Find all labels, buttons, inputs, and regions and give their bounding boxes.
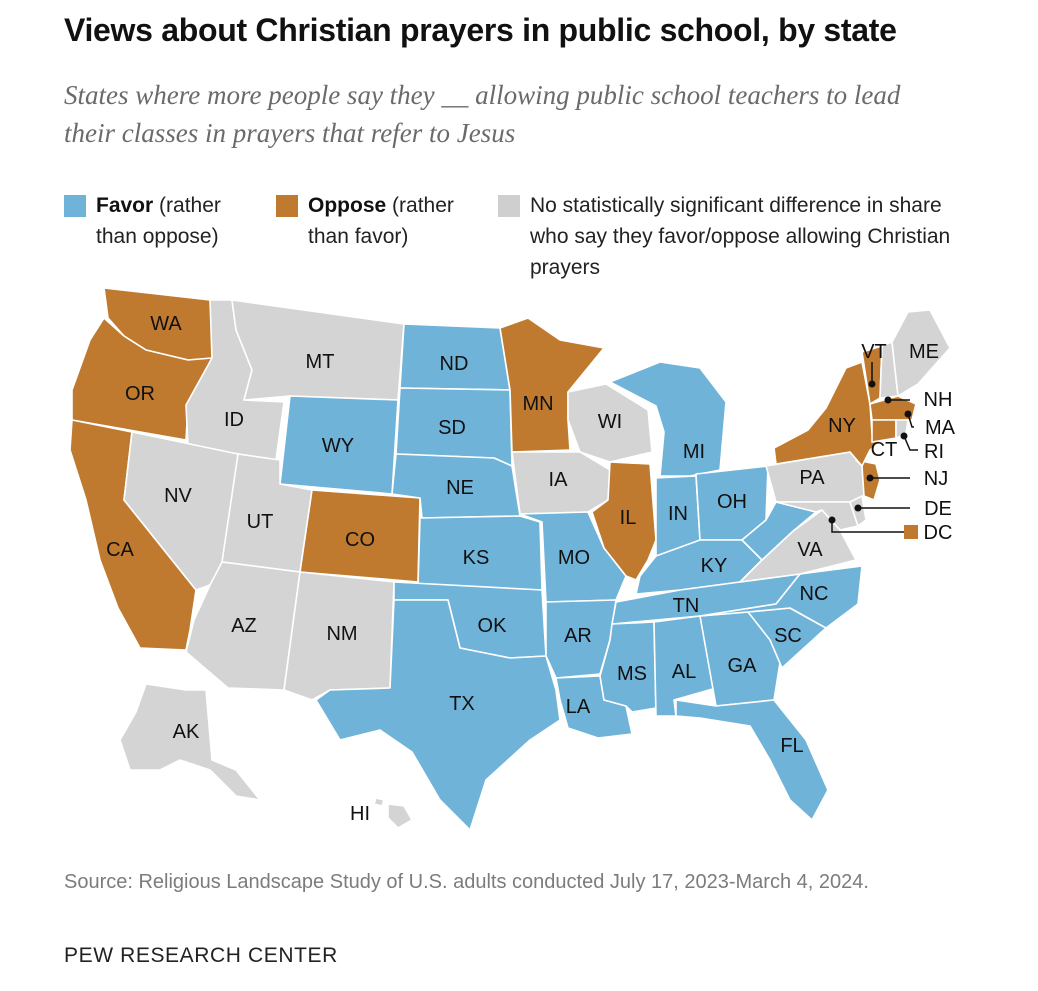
label-ME: ME bbox=[909, 341, 939, 363]
label-OH: OH bbox=[717, 491, 747, 513]
leader-dots bbox=[828, 380, 912, 524]
leader-dot-NH bbox=[884, 396, 892, 404]
state-KS[interactable] bbox=[417, 515, 543, 591]
label-OR: OR bbox=[125, 383, 155, 405]
leader-dot-DC bbox=[828, 516, 836, 524]
leader-lines bbox=[831, 362, 918, 533]
label-MI: MI bbox=[683, 441, 705, 463]
state-MT[interactable] bbox=[231, 299, 405, 401]
state-TX[interactable] bbox=[315, 599, 561, 831]
label-AL: AL bbox=[672, 661, 696, 683]
state-FL[interactable] bbox=[675, 699, 829, 821]
leader-dot-VT bbox=[868, 380, 876, 388]
legend-none-label: No statistically significant difference … bbox=[530, 194, 951, 279]
legend-swatch-favor bbox=[64, 195, 86, 217]
label-IN: IN bbox=[668, 503, 688, 525]
chart-title: Views about Christian prayers in public … bbox=[64, 12, 897, 48]
label-NJ: NJ bbox=[924, 468, 948, 490]
label-RI: RI bbox=[924, 441, 944, 463]
label-WY: WY bbox=[322, 435, 354, 457]
leader-dot-NJ bbox=[866, 474, 874, 482]
label-MT: MT bbox=[306, 351, 335, 373]
legend-favor-note: (rather than oppose) bbox=[96, 194, 221, 248]
label-VA: VA bbox=[797, 539, 823, 561]
state-NY[interactable] bbox=[773, 361, 881, 467]
state-WI[interactable] bbox=[567, 383, 653, 463]
chart-subtitle: States where more people say they __ all… bbox=[64, 80, 901, 148]
label-CT: CT bbox=[871, 439, 898, 461]
organization-credit: PEW RESEARCH CENTER bbox=[64, 944, 338, 967]
label-GA: GA bbox=[728, 655, 758, 677]
state-MO[interactable] bbox=[519, 511, 627, 603]
label-IL: IL bbox=[620, 507, 637, 529]
label-AK: AK bbox=[173, 721, 200, 743]
label-SD: SD bbox=[438, 417, 466, 439]
label-AZ: AZ bbox=[231, 615, 257, 637]
label-NC: NC bbox=[800, 583, 829, 605]
legend-oppose-label: Oppose bbox=[308, 194, 387, 217]
legend-favor-label: Favor bbox=[96, 194, 154, 217]
state-HI[interactable] bbox=[373, 797, 413, 829]
label-MS: MS bbox=[617, 663, 647, 685]
leader-dot-RI bbox=[900, 432, 908, 440]
label-HI: HI bbox=[350, 803, 370, 825]
label-FL: FL bbox=[780, 735, 803, 757]
label-WI: WI bbox=[598, 411, 622, 433]
label-PA: PA bbox=[799, 467, 825, 489]
source-note: Source: Religious Landscape Study of U.S… bbox=[64, 871, 869, 893]
label-NV: NV bbox=[164, 485, 192, 507]
label-MN: MN bbox=[522, 393, 553, 415]
label-UT: UT bbox=[247, 511, 274, 533]
label-WA: WA bbox=[150, 313, 182, 335]
label-LA: LA bbox=[566, 696, 591, 718]
leader-line-MA bbox=[907, 413, 914, 428]
label-NY: NY bbox=[828, 415, 856, 437]
leader-dot-MA bbox=[904, 410, 912, 418]
label-OK: OK bbox=[478, 615, 508, 637]
label-IA: IA bbox=[549, 469, 569, 491]
label-MA: MA bbox=[925, 417, 956, 439]
label-NH: NH bbox=[924, 389, 953, 411]
state-IL[interactable] bbox=[591, 461, 657, 581]
state-NC[interactable] bbox=[699, 565, 863, 629]
state-AK[interactable] bbox=[119, 683, 261, 801]
label-NM: NM bbox=[326, 623, 357, 645]
state-shapes bbox=[69, 287, 951, 831]
legend-oppose-note: (rather than favor) bbox=[308, 194, 454, 248]
label-TN: TN bbox=[673, 595, 700, 617]
label-TX: TX bbox=[449, 693, 475, 715]
leader-line-RI bbox=[903, 435, 918, 451]
label-MO: MO bbox=[558, 547, 590, 569]
label-VT: VT bbox=[861, 341, 887, 363]
label-CO: CO bbox=[345, 529, 375, 551]
leader-dot-DE bbox=[854, 504, 862, 512]
leader-line-DC bbox=[831, 520, 904, 533]
us-state-map: WA OR CA ID NV MT WY UT AZ CO NM ND SD N… bbox=[69, 287, 956, 831]
label-DC: DC bbox=[924, 522, 953, 544]
label-ID: ID bbox=[224, 409, 244, 431]
label-AR: AR bbox=[564, 625, 592, 647]
label-SC: SC bbox=[774, 625, 802, 647]
dc-swatch bbox=[904, 525, 918, 539]
label-KS: KS bbox=[463, 547, 490, 569]
label-NE: NE bbox=[446, 477, 474, 499]
label-CA: CA bbox=[106, 539, 134, 561]
legend-swatch-oppose bbox=[276, 195, 298, 217]
legend-swatch-none bbox=[498, 195, 520, 217]
label-DE: DE bbox=[924, 498, 952, 520]
state-labels: WA OR CA ID NV MT WY UT AZ CO NM ND SD N… bbox=[106, 313, 956, 825]
label-KY: KY bbox=[701, 555, 728, 577]
label-ND: ND bbox=[440, 353, 469, 375]
